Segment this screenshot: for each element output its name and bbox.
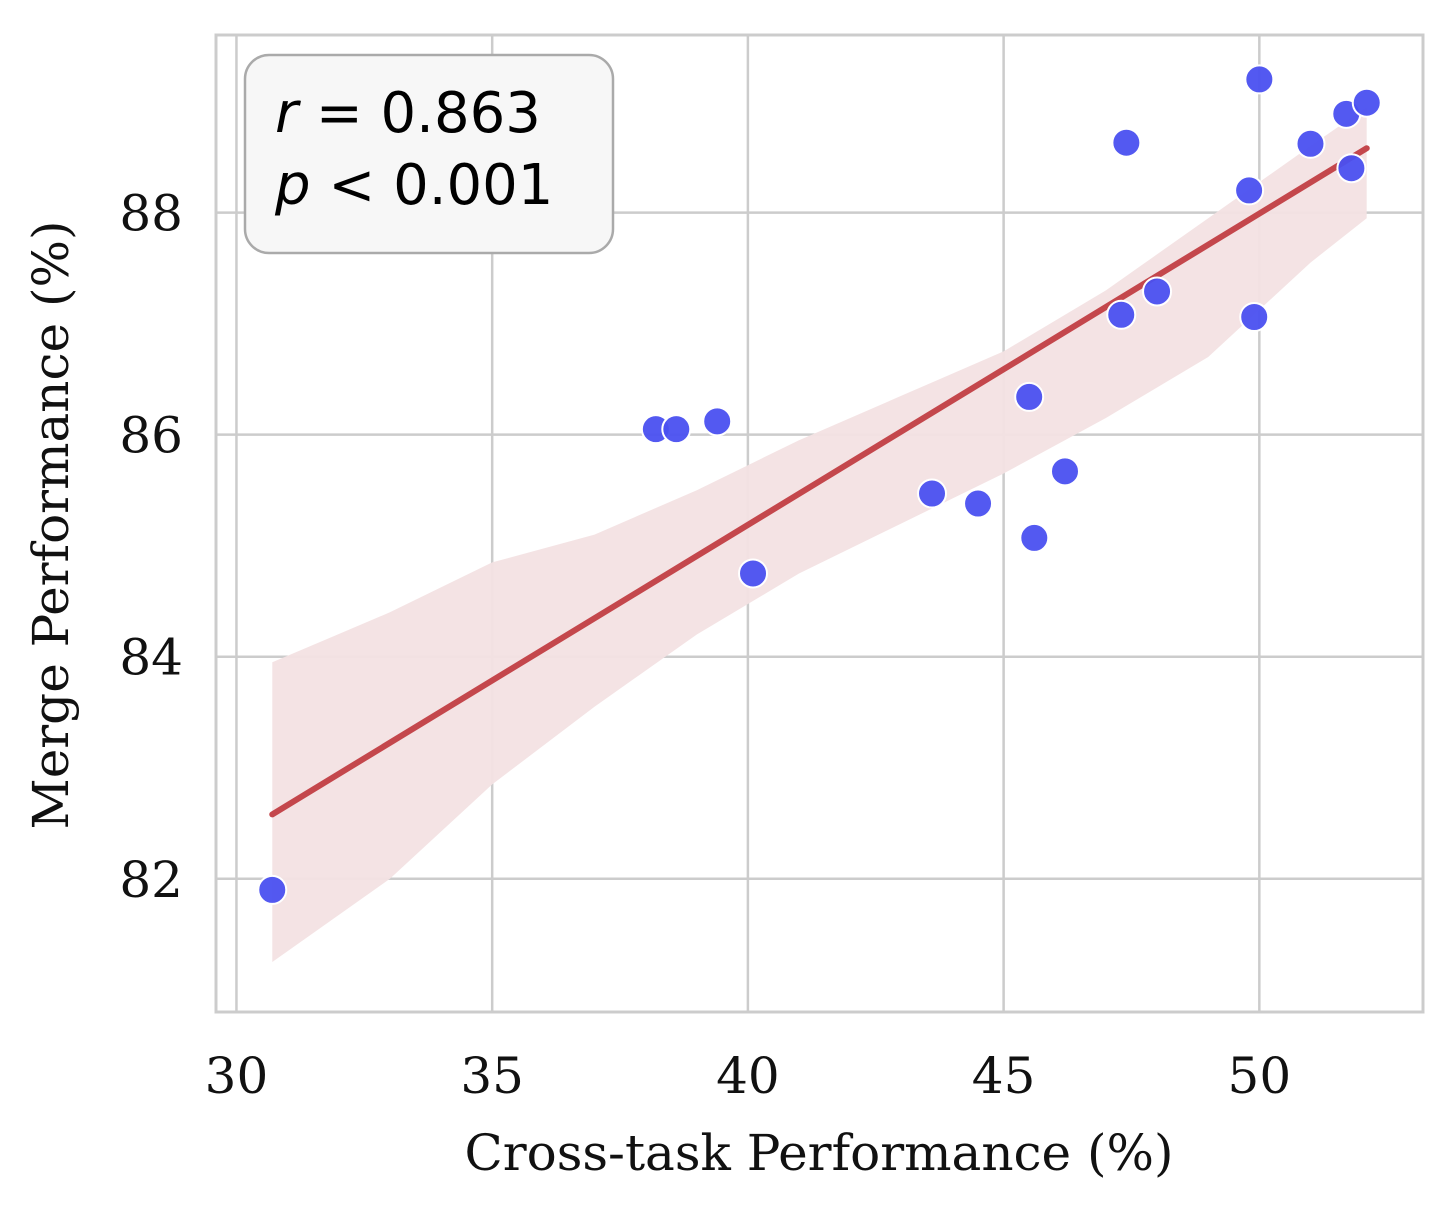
r-value-text: r = 0.863 xyxy=(275,81,541,146)
data-point xyxy=(1336,153,1367,184)
data-point xyxy=(1244,64,1275,95)
data-point xyxy=(1019,522,1050,553)
regression-line xyxy=(269,145,1370,818)
data-point xyxy=(917,478,948,509)
y-tick-labels: 82 84 86 88 xyxy=(119,185,183,909)
y-axis-label: Merge Performance (%) xyxy=(22,220,80,829)
data-point xyxy=(661,414,692,445)
y-tick-label: 82 xyxy=(119,851,183,909)
plot-frame xyxy=(214,33,1425,1014)
y-tick-label: 86 xyxy=(119,407,183,465)
data-point xyxy=(1106,299,1137,330)
data-point xyxy=(702,406,733,437)
data-point xyxy=(1111,127,1142,158)
data-point xyxy=(1049,456,1080,487)
x-tick-label: 45 xyxy=(972,1047,1036,1105)
y-tick-label: 84 xyxy=(119,629,183,687)
p-value: < 0.001 xyxy=(311,153,554,218)
r-symbol: r xyxy=(275,81,301,146)
data-point xyxy=(1351,87,1382,118)
x-tick-label: 50 xyxy=(1228,1047,1292,1105)
correlation-annotation: r = 0.863 p < 0.001 xyxy=(243,53,615,255)
annotation-box xyxy=(243,53,615,255)
y-tick-label: 88 xyxy=(119,185,183,243)
confidence-band xyxy=(272,107,1367,962)
r-value: = 0.863 xyxy=(298,81,541,146)
data-point xyxy=(1234,175,1265,206)
x-tick-label: 30 xyxy=(205,1047,269,1105)
data-point xyxy=(738,558,769,589)
data-point xyxy=(1295,128,1326,159)
x-tick-label: 40 xyxy=(716,1047,780,1105)
x-axis-label: Cross-task Performance (%) xyxy=(464,1124,1173,1182)
data-point xyxy=(963,488,994,519)
data-point xyxy=(257,874,288,905)
data-points xyxy=(257,64,1382,905)
p-value-text: p < 0.001 xyxy=(274,153,553,218)
data-point xyxy=(1014,381,1045,412)
x-tick-label: 35 xyxy=(460,1047,524,1105)
data-point xyxy=(1142,276,1173,307)
p-symbol: p xyxy=(274,153,311,218)
x-tick-labels: 30 35 40 45 50 xyxy=(205,1047,1292,1105)
data-point xyxy=(1239,301,1270,332)
